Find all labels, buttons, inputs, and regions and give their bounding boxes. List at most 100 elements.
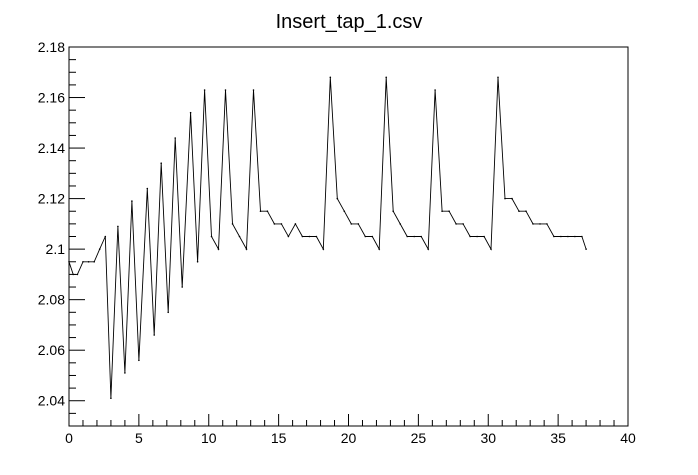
data-point (399, 223, 402, 225)
data-point (124, 372, 126, 374)
data-point (153, 334, 155, 336)
data-point (301, 235, 304, 238)
data-point (322, 248, 325, 250)
data-point (117, 225, 119, 228)
data-point (539, 223, 541, 225)
data-point (483, 235, 485, 238)
data-point (357, 223, 360, 225)
data-point (462, 223, 464, 225)
plot-frame (68, 46, 629, 427)
x-tick-label: 25 (411, 430, 427, 446)
data-point (217, 248, 220, 250)
data-point (76, 273, 79, 276)
data-point (93, 261, 95, 263)
data-point (189, 111, 192, 114)
ticks-layer (68, 46, 629, 427)
y-tick-label: 2.08 (38, 292, 65, 308)
x-tick-label: 20 (341, 430, 357, 446)
data-point (567, 235, 569, 238)
data-point (203, 89, 206, 91)
data-point (427, 248, 430, 250)
data-point (511, 197, 513, 200)
data-point (174, 137, 176, 139)
y-tick-label: 2.04 (38, 393, 65, 409)
data-point (167, 311, 169, 314)
data-point (585, 248, 587, 250)
data-point (343, 210, 346, 212)
data-point (469, 235, 471, 238)
data-point (231, 223, 234, 225)
data-point (532, 223, 534, 225)
data-point (82, 261, 84, 263)
data-point (146, 187, 149, 190)
data-point (546, 223, 548, 225)
data-point (518, 210, 520, 212)
data-point (266, 210, 269, 212)
data-point (329, 76, 332, 79)
data-point (68, 261, 70, 263)
data-point (224, 89, 227, 91)
data-point (238, 235, 241, 238)
x-tick-label: 40 (620, 430, 636, 446)
series-line (68, 77, 587, 399)
data-point (413, 235, 416, 238)
y-tick-label: 2.16 (38, 90, 65, 106)
data-point (273, 223, 276, 225)
data-point (104, 235, 107, 238)
data-point (574, 235, 576, 238)
data-point (138, 359, 140, 362)
x-tick-label: 15 (271, 430, 287, 446)
data-point (287, 235, 290, 238)
data-point (385, 76, 388, 79)
data-point (406, 235, 409, 238)
data-point (181, 286, 183, 288)
data-point (581, 235, 583, 238)
y-tick-label: 2.12 (38, 191, 65, 207)
data-point (308, 235, 311, 238)
data-point (553, 235, 555, 238)
x-tick-label: 10 (201, 430, 217, 446)
tick-labels-layer: 0 5 10 15 20 25 30 35 40 2.04 2.06 2.08 2.1 2.12 2.14 2… (38, 39, 636, 446)
data-point (72, 273, 74, 276)
x-tick-label: 30 (480, 430, 496, 446)
x-tick-label: 0 (65, 430, 73, 446)
data-point (504, 197, 506, 200)
data-point (336, 197, 339, 200)
data-point (131, 200, 133, 202)
y-tick-label: 2.1 (46, 241, 66, 257)
data-point (280, 223, 283, 225)
data-point (420, 235, 423, 238)
chart-title: Insert_tap_1.csv (276, 11, 423, 33)
data-point (350, 223, 353, 225)
y-tick-label: 2.18 (38, 39, 65, 55)
data-point (490, 248, 492, 250)
data-point (98, 248, 101, 250)
data-point (441, 210, 443, 212)
data-point (210, 235, 213, 238)
data-point (259, 210, 262, 212)
data-point (434, 89, 436, 91)
series-layer (68, 76, 587, 400)
data-point (364, 235, 367, 238)
y-tick-label: 2.06 (38, 342, 65, 358)
data-point (455, 223, 457, 225)
data-point (315, 235, 318, 238)
data-point (87, 261, 90, 263)
data-point (245, 248, 248, 250)
x-tick-label: 5 (135, 430, 143, 446)
data-point (294, 223, 297, 225)
data-point (448, 210, 450, 212)
x-tick-label: 35 (550, 430, 566, 446)
data-point (392, 210, 395, 212)
data-point (560, 235, 562, 238)
data-point (497, 76, 499, 79)
y-tick-label: 2.14 (38, 140, 65, 156)
data-point (110, 397, 112, 400)
data-point (371, 235, 374, 238)
data-point (378, 248, 381, 250)
data-point (252, 89, 255, 91)
data-point (160, 162, 162, 164)
data-point (525, 210, 527, 212)
